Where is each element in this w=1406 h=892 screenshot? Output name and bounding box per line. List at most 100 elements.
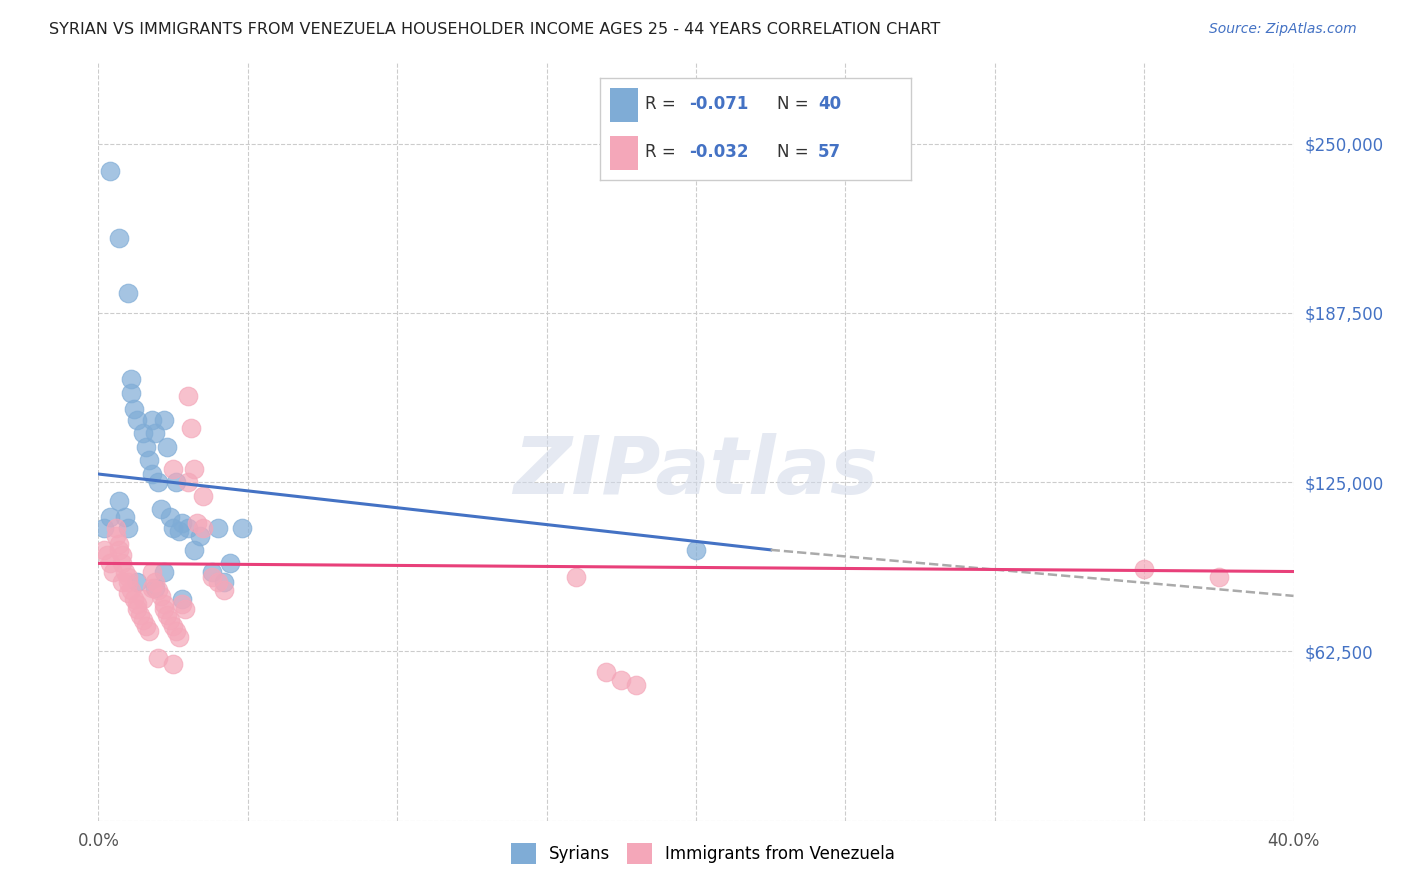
Point [231, 521, 253, 535]
Point [124, 402, 146, 417]
Point [610, 673, 633, 687]
Point [156, 440, 179, 454]
Point [117, 570, 139, 584]
Point [207, 575, 229, 590]
Point [108, 494, 131, 508]
Point [150, 589, 173, 603]
Point [153, 602, 176, 616]
Point [143, 581, 166, 595]
Text: Source: ZipAtlas.com: Source: ZipAtlas.com [1209, 22, 1357, 37]
Text: SYRIAN VS IMMIGRANTS FROM VENEZUELA HOUSEHOLDER INCOME AGES 25 - 44 YEARS CORREL: SYRIAN VS IMMIGRANTS FROM VENEZUELA HOUS… [49, 22, 941, 37]
Point [108, 537, 131, 551]
Point [117, 586, 139, 600]
Point [595, 665, 617, 679]
Point [129, 607, 152, 622]
Point [172, 591, 194, 606]
Point [172, 516, 194, 530]
Point [105, 529, 128, 543]
Point [124, 591, 146, 606]
Point [135, 618, 157, 632]
Point [188, 529, 211, 543]
Point [120, 583, 142, 598]
Point [156, 607, 179, 622]
Point [127, 575, 149, 590]
Point [212, 583, 235, 598]
Point [135, 440, 157, 454]
Point [117, 521, 139, 535]
Point [162, 521, 184, 535]
Point [180, 421, 202, 435]
Point [138, 624, 160, 639]
Point [114, 565, 136, 579]
Point [132, 426, 155, 441]
Point [201, 565, 224, 579]
Point [183, 542, 205, 557]
Point [127, 413, 149, 427]
Point [177, 521, 200, 535]
Point [191, 521, 214, 535]
Point [108, 231, 131, 245]
Point [148, 583, 170, 598]
Point [201, 570, 224, 584]
Point [159, 613, 181, 627]
Point [127, 597, 149, 611]
Point [165, 624, 187, 639]
Point [111, 557, 134, 571]
Point [165, 475, 187, 490]
Point [172, 597, 194, 611]
Point [162, 461, 184, 475]
Point [150, 502, 173, 516]
Point [98, 163, 122, 178]
Point [191, 489, 214, 503]
Point [132, 613, 155, 627]
Point [111, 575, 134, 590]
Point [120, 385, 142, 400]
Point [183, 461, 205, 475]
Point [1208, 570, 1230, 584]
Text: ZIPatlas: ZIPatlas [513, 433, 879, 511]
Point [141, 581, 163, 595]
Point [153, 597, 176, 611]
Point [167, 524, 190, 538]
Point [111, 548, 134, 563]
Point [162, 657, 184, 671]
Point [143, 575, 166, 590]
Point [186, 516, 208, 530]
Point [127, 602, 149, 616]
Point [105, 521, 128, 535]
Point [177, 388, 200, 402]
Point [153, 565, 176, 579]
Point [96, 548, 118, 563]
Point [138, 453, 160, 467]
Point [143, 426, 166, 441]
Point [120, 372, 142, 386]
Point [103, 565, 125, 579]
Point [141, 565, 163, 579]
Point [132, 591, 155, 606]
Point [93, 542, 115, 557]
Point [162, 618, 184, 632]
Point [117, 285, 139, 300]
Point [565, 570, 588, 584]
Point [117, 575, 139, 590]
Point [219, 557, 242, 571]
Point [167, 630, 190, 644]
Point [108, 542, 131, 557]
Point [153, 413, 176, 427]
Point [207, 521, 229, 535]
Point [159, 510, 181, 524]
Point [212, 575, 235, 590]
Point [174, 602, 197, 616]
Point [98, 510, 122, 524]
Point [141, 467, 163, 481]
Legend: Syrians, Immigrants from Venezuela: Syrians, Immigrants from Venezuela [505, 837, 901, 871]
Point [148, 651, 170, 665]
Point [685, 542, 707, 557]
Point [98, 557, 122, 571]
Point [93, 521, 115, 535]
Point [1133, 562, 1156, 576]
Point [141, 413, 163, 427]
Point [114, 510, 136, 524]
Point [148, 475, 170, 490]
Point [177, 475, 200, 490]
